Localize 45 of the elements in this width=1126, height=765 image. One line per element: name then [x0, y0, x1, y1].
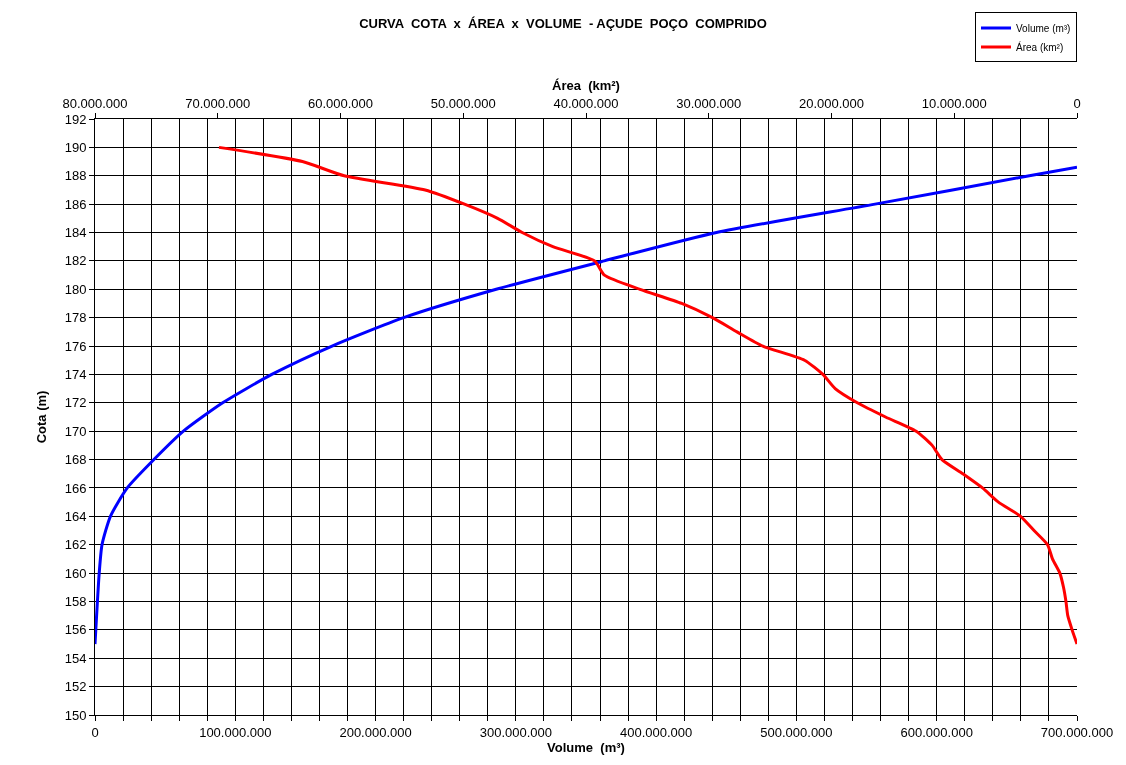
x2-tick-label: 20.000.000: [798, 95, 865, 111]
x-tick-label: 500.000.000: [760, 724, 833, 740]
x-tick-label: 100.000.000: [199, 724, 272, 740]
x-tick-label: 400.000.000: [619, 724, 693, 740]
y-tick-label: 180: [64, 281, 87, 297]
x-tick-label: 300.000.000: [479, 724, 553, 740]
x2-tick-label: 50.000.000: [430, 95, 496, 111]
x2-tick-label: 0: [1073, 95, 1081, 111]
legend-label: Área (km²): [1016, 40, 1064, 53]
x-tick-label: 200.000.000: [339, 724, 412, 740]
y-tick-label: 156: [64, 622, 87, 638]
x-tick-label: 0: [91, 724, 99, 740]
y-tick-label: 162: [64, 537, 87, 553]
y-tick-label: 168: [64, 452, 87, 468]
x2-tick-label: 40.000.000: [553, 95, 619, 111]
x2-tick-label: 30.000.000: [676, 95, 742, 111]
y-tick-label: 166: [64, 480, 87, 496]
legend-label: Volume (m³): [1016, 22, 1071, 34]
y-tick-label: 158: [64, 594, 87, 610]
y-tick-label: 182: [64, 253, 87, 269]
x2-tick-label: 80.000.000: [62, 95, 128, 111]
y-axis-title: Cota (m): [33, 390, 49, 444]
y-tick-label: 176: [64, 338, 87, 354]
chart-title: CURVA COTA x ÁREA x VOLUME - AÇUDE POÇO COMPRIDO: [359, 16, 767, 32]
y-tick-label: 150: [64, 707, 87, 723]
y-tick-label: 174: [64, 366, 87, 382]
y-tick-label: 186: [64, 196, 87, 212]
y-tick-label: 190: [64, 139, 87, 155]
y-tick-label: 184: [64, 225, 87, 241]
x2-tick-label: 60.000.000: [307, 95, 374, 111]
x2-tick-label: 70.000.000: [185, 95, 251, 111]
y-tick-label: 170: [64, 423, 87, 439]
x2-tick-label: 10.000.000: [921, 95, 987, 111]
y-tick-label: 160: [64, 565, 87, 581]
y-tick-label: 164: [64, 508, 87, 524]
x-axis-title: Volume (m³): [547, 740, 625, 756]
y-tick-label: 152: [64, 679, 87, 695]
x-tick-label: 600.000.000: [900, 724, 973, 740]
x-tick-label: 700.000.000: [1040, 724, 1114, 740]
y-tick-label: 178: [64, 310, 87, 326]
x2-axis-title: Área (km²): [552, 77, 620, 93]
y-tick-label: 188: [64, 168, 87, 184]
y-tick-label: 172: [64, 395, 87, 411]
y-tick-label: 192: [64, 111, 87, 127]
y-tick-label: 154: [64, 650, 87, 666]
